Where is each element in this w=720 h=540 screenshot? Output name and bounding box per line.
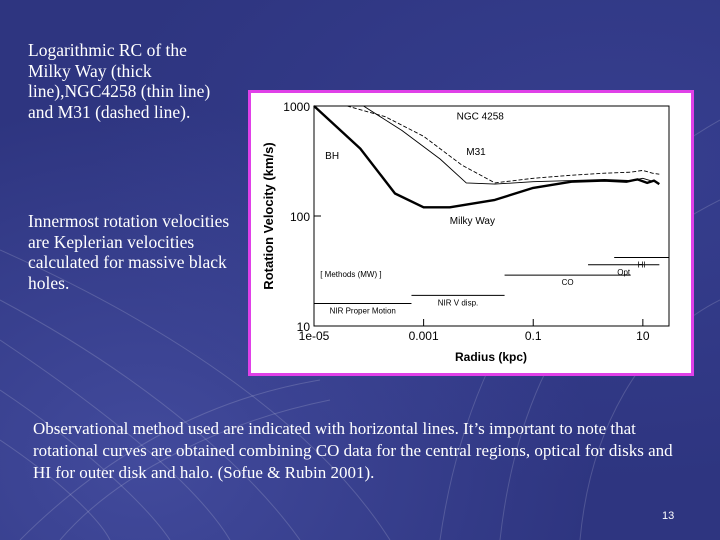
x-tick-label: 0.001 [409, 329, 439, 343]
rotation-curve-chart: 1e-05 0.001 0.1 10 10 100 1000 NIR Proper Moti… [261, 100, 670, 364]
chart-annotation: Milky Way [450, 216, 495, 227]
y-axis-label: Rotation Velocity (km/s) [261, 142, 276, 289]
series-line-milky-way [313, 105, 660, 209]
method-range-label: CO [562, 278, 574, 287]
y-tick-label: 1000 [283, 100, 310, 114]
chart-annotation: BH [325, 151, 339, 162]
method-range-label: NIR Proper Motion [330, 307, 396, 316]
method-range-label: HI [638, 260, 646, 269]
chart-annotation: M31 [466, 147, 486, 158]
series-line-m31 [346, 105, 660, 184]
x-axis-label: Radius (kpc) [455, 350, 527, 364]
method-range-label: NIR V disp. [438, 298, 478, 307]
description-middle: Innermost rotation velocities are Kepler… [28, 211, 230, 293]
y-tick-label: 10 [297, 320, 311, 334]
chart-annotation: [ Methods (MW) ] [320, 270, 381, 279]
description-top: Logarithmic RC of the Milky Way (thick l… [28, 40, 211, 122]
page-number: 13 [662, 510, 675, 522]
series-line-ngc4258 [363, 105, 655, 185]
description-bottom: Observational method used are indicated … [33, 419, 673, 482]
chart-annotation: NGC 4258 [457, 112, 505, 123]
method-range-label: Opt [617, 268, 631, 277]
y-tick-label: 100 [290, 210, 310, 224]
x-tick-label: 10 [636, 329, 650, 343]
chart-frame: 1e-05 0.001 0.1 10 10 100 1000 NIR Proper Moti… [248, 90, 694, 376]
x-tick-label: 0.1 [525, 329, 542, 343]
x-tick-label: 1e-05 [299, 329, 330, 343]
